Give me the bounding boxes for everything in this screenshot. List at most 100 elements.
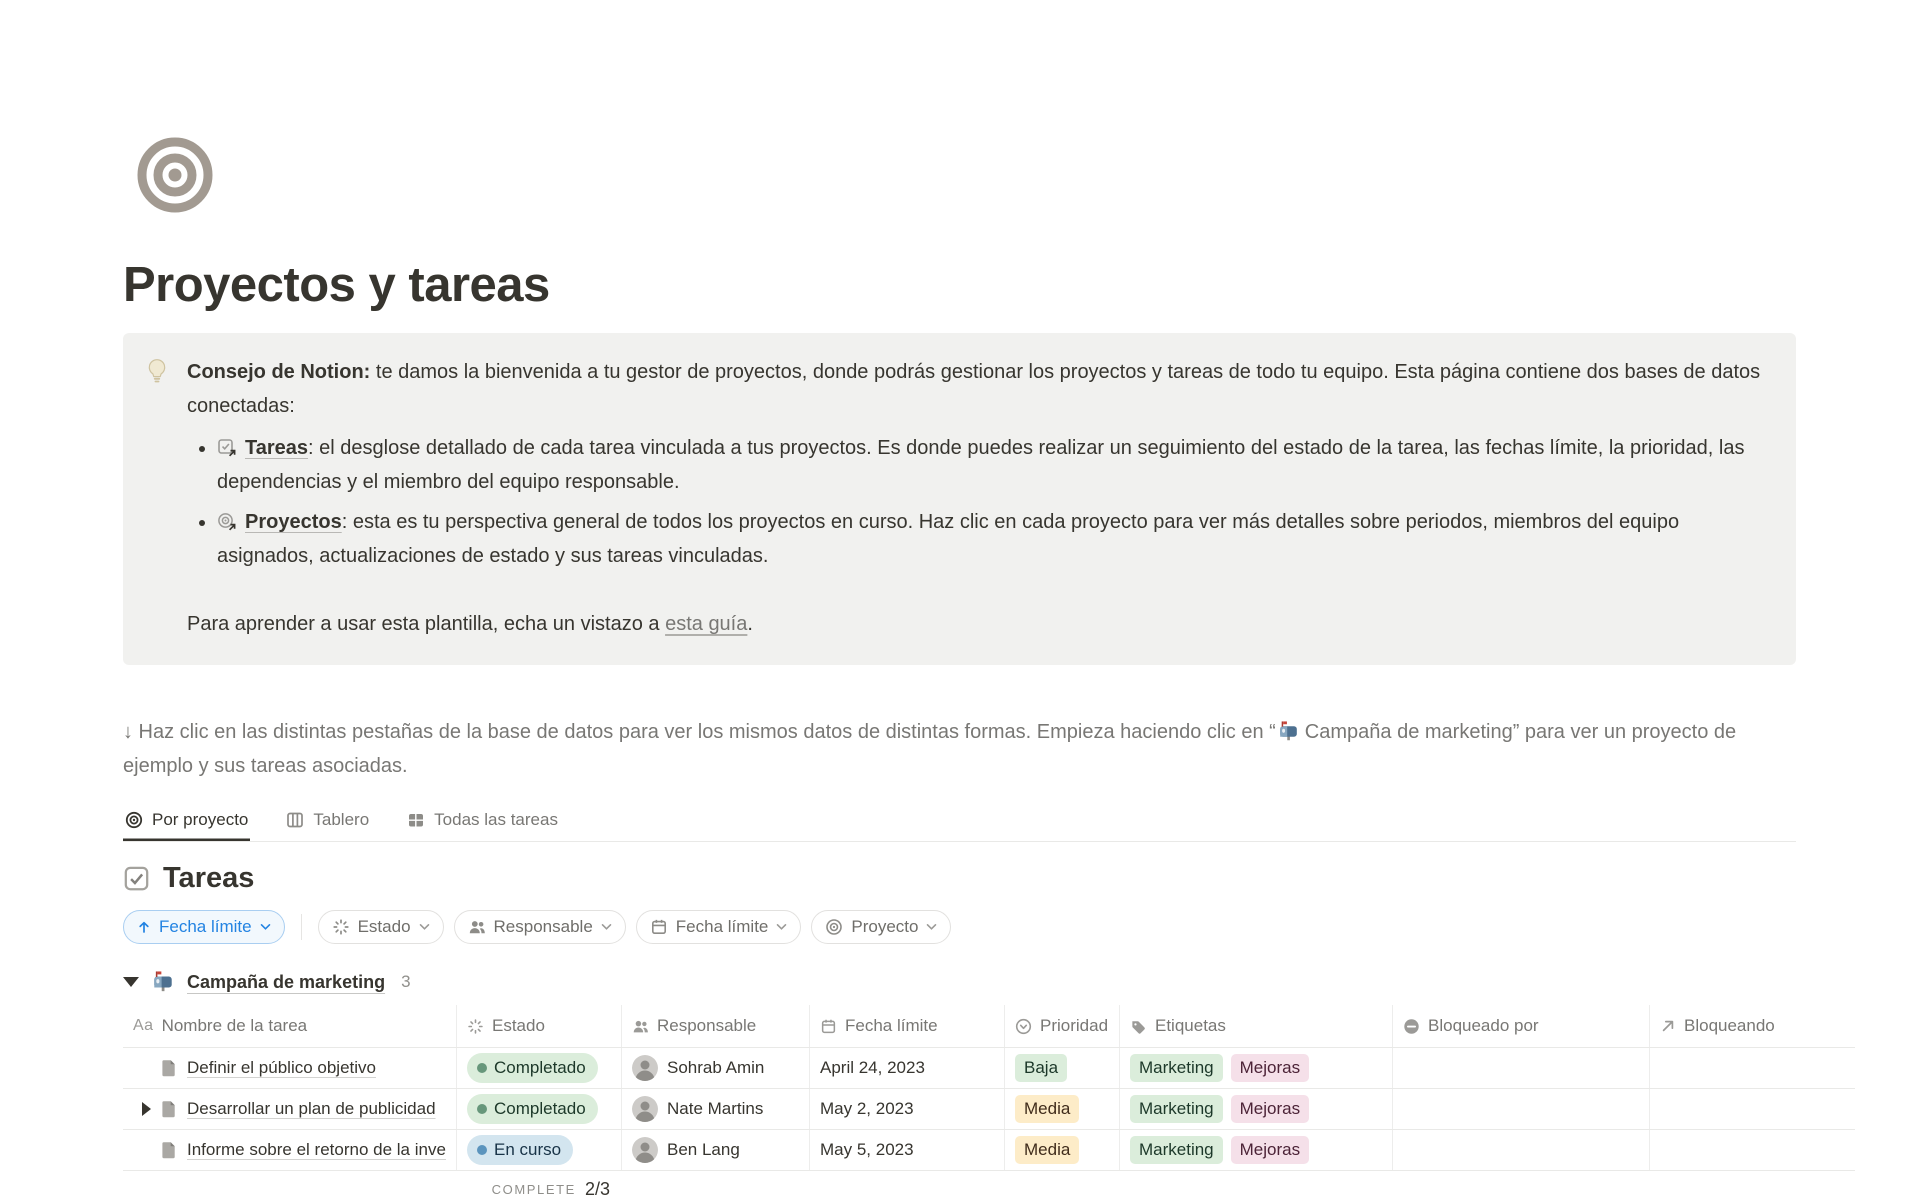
tag-pill: Marketing [1130,1095,1223,1123]
status-label: Completado [494,1058,586,1077]
cell-priority[interactable]: Media [1005,1089,1120,1129]
group-name-link[interactable]: Campaña de marketing [187,971,386,992]
tab-tablero[interactable]: Tablero [284,805,371,841]
sort-chip-label: Fecha límite [159,917,252,936]
cell-assignee[interactable]: Ben Lang [622,1130,810,1170]
group-toggle-icon[interactable] [123,977,139,987]
status-spinner-icon [332,918,350,936]
chevron-down-icon [926,923,937,931]
avatar [632,1096,658,1122]
task-link[interactable]: Informe sobre el retorno de la inversión [187,1140,446,1159]
cell-tags[interactable]: Marketing Mejoras [1120,1048,1393,1088]
cell-blocking[interactable] [1650,1048,1855,1088]
status-label: En curso [494,1140,562,1159]
cell-due-date[interactable]: May 5, 2023 [810,1130,1005,1170]
priority-pill: Media [1015,1095,1080,1123]
tag-pill: Marketing [1130,1136,1223,1164]
people-icon [468,918,486,936]
cell-priority[interactable]: Media [1005,1130,1120,1170]
tag-pill: Mejoras [1230,1054,1310,1082]
tab-todas-las-tareas[interactable]: Todas las tareas [405,805,560,841]
cell-tags[interactable]: Marketing Mejoras [1120,1130,1393,1170]
guide-link[interactable]: esta guía [665,613,748,635]
cell-blocked-by[interactable] [1393,1130,1650,1170]
cell-blocking[interactable] [1650,1130,1855,1170]
table-header-row: Aa Nombre de la tarea Estado Responsable … [123,1005,1855,1048]
linked-checkbox-icon [217,438,237,458]
cell-blocked-by[interactable] [1393,1089,1650,1129]
notion-page: Proyectos y tareas Consejo de Notion: te… [0,137,1920,1199]
task-link[interactable]: Definir el público objetivo [187,1058,376,1077]
tab-label: Todas las tareas [434,810,558,829]
table-row: Definir el público objetivo Completado S… [123,1048,1855,1089]
assignee-name: Ben Lang [667,1140,740,1159]
filter-chip-estado[interactable]: Estado [317,910,444,944]
column-header-bloqueado-por[interactable]: Bloqueado por [1393,1005,1650,1047]
priority-pill: Media [1015,1136,1080,1164]
callout-bullet-list: Tareas: el desglose detallado de cada ta… [187,431,1770,573]
assignee-name: Sohrab Amin [667,1058,765,1077]
proyectos-db-link[interactable]: Proyectos [245,511,342,533]
page-doc-icon [159,1058,179,1078]
cell-status[interactable]: Completado [457,1089,622,1129]
cell-task-name[interactable]: Informe sobre el retorno de la inversión [123,1130,457,1170]
text-type-icon: Aa [133,1017,154,1034]
cell-due-date[interactable]: May 2, 2023 [810,1089,1005,1129]
column-label: Bloqueando [1684,1016,1775,1035]
filter-chip-responsable[interactable]: Responsable [453,910,626,944]
cell-tags[interactable]: Marketing Mejoras [1120,1089,1393,1129]
column-label: Fecha límite [845,1016,938,1035]
tab-por-proyecto[interactable]: Por proyecto [123,805,250,841]
database-view-tabs: Por proyecto Tablero Todas las tareas [123,805,1796,842]
cell-status[interactable]: Completado [457,1048,622,1088]
group-count: 3 [401,972,411,991]
arrow-up-icon [137,920,151,934]
column-header-responsable[interactable]: Responsable [622,1005,810,1047]
cell-status[interactable]: En curso [457,1130,622,1170]
cell-due-date[interactable]: April 24, 2023 [810,1048,1005,1088]
task-link[interactable]: Desarrollar un plan de publicidad [187,1099,436,1118]
chevron-down-icon [776,923,787,931]
status-dot [477,1063,487,1073]
column-header-nombre[interactable]: Aa Nombre de la tarea [123,1005,457,1047]
chevron-down-icon [419,923,430,931]
due-date: May 5, 2023 [820,1140,914,1159]
cell-assignee[interactable]: Nate Martins [622,1089,810,1129]
table-calc-footer[interactable]: COMPLETE 2/3 [123,1171,622,1199]
cell-task-name[interactable]: Definir el público objetivo [123,1048,457,1088]
notion-tip-callout: Consejo de Notion: te damos la bienvenid… [123,333,1796,665]
tareas-db-link[interactable]: Tareas [245,437,309,459]
cell-priority[interactable]: Baja [1005,1048,1120,1088]
database-toolbar: Fecha límite Estado Responsable Fecha lí… [123,910,1920,944]
column-header-bloqueando[interactable]: Bloqueando [1650,1005,1855,1047]
cell-blocking[interactable] [1650,1089,1855,1129]
column-header-prioridad[interactable]: Prioridad [1005,1005,1120,1047]
target-icon [125,811,143,829]
mailbox-icon [152,971,174,993]
tag-icon [1130,1018,1147,1035]
calendar-icon [650,918,668,936]
priority-pill: Baja [1015,1054,1068,1082]
row-toggle-icon[interactable] [141,1102,151,1116]
callout-intro: Consejo de Notion: te damos la bienvenid… [187,355,1770,423]
cell-blocked-by[interactable] [1393,1048,1650,1088]
status-label: Completado [494,1099,586,1118]
column-label: Bloqueado por [1428,1016,1539,1035]
page-icon-bullseye[interactable] [137,137,213,213]
status-dot [477,1104,487,1114]
callout-intro-label: Consejo de Notion: [187,361,371,383]
filter-chip-fecha-limite[interactable]: Fecha límite [635,910,802,944]
sort-chip-fecha-limite[interactable]: Fecha límite [123,910,285,944]
column-header-etiquetas[interactable]: Etiquetas [1120,1005,1393,1047]
column-header-fecha[interactable]: Fecha límite [810,1005,1005,1047]
column-header-estado[interactable]: Estado [457,1005,622,1047]
cell-task-name[interactable]: Desarrollar un plan de publicidad [123,1089,457,1129]
arrow-up-right-icon [1660,1018,1676,1034]
guide-text: Para aprender a usar esta plantilla, ech… [187,613,666,635]
checkbox-icon [123,865,150,892]
table-row: Desarrollar un plan de publicidad Comple… [123,1089,1855,1130]
cell-assignee[interactable]: Sohrab Amin [622,1048,810,1088]
column-label: Nombre de la tarea [161,1016,308,1035]
filter-chip-label: Responsable [493,917,593,936]
filter-chip-proyecto[interactable]: Proyecto [811,910,952,944]
